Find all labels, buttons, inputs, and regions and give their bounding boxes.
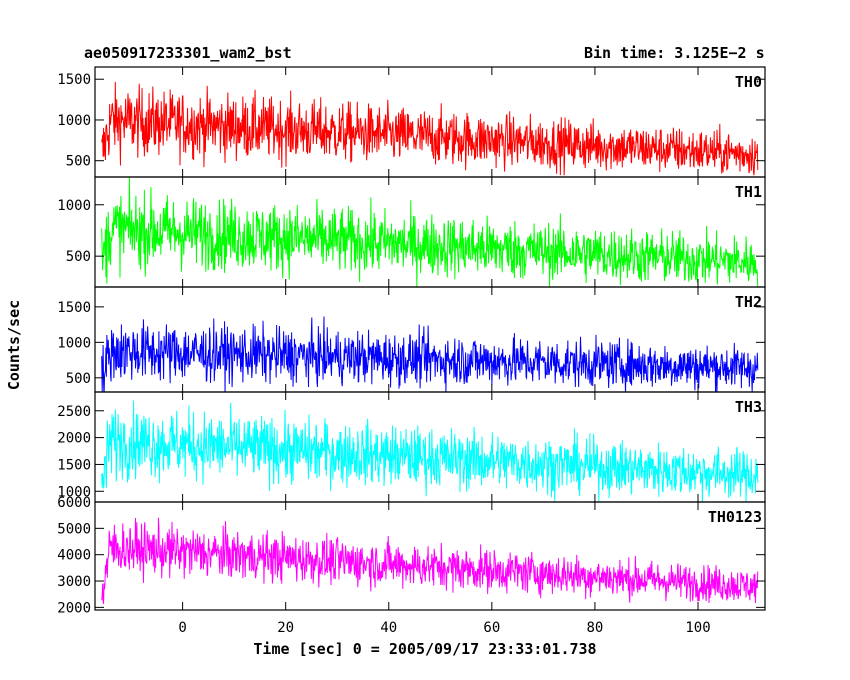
x-axis-label: Time [sec] 0 = 2005/09/17 23:33:01.738 <box>253 640 596 658</box>
panel-label-th0: TH0 <box>735 73 762 91</box>
panel-label-th1: TH1 <box>735 183 762 201</box>
panel-th0: 500 1000 1500 TH0 <box>57 66 766 178</box>
y-tick-label: 5000 <box>57 521 91 537</box>
y-tick-label: 500 <box>66 371 91 387</box>
panel-label-th0123: TH0123 <box>708 508 762 526</box>
y-tick-label: 1000 <box>57 113 91 129</box>
y-tick-label: 1000 <box>57 198 91 214</box>
panel-th3: 1000 1500 2000 2500 TH3 <box>57 391 766 503</box>
y-tick-label: 3000 <box>57 574 91 590</box>
x-tick-label: 60 <box>483 620 500 636</box>
y-tick-label: 500 <box>66 154 91 170</box>
panel-th0123: 2000 3000 4000 5000 6000 TH0123 <box>57 495 766 616</box>
y-tick-label: 1500 <box>57 457 91 473</box>
panel-label-th2: TH2 <box>735 293 762 311</box>
y-tick-label: 2000 <box>57 431 91 447</box>
y-tick-label: 6000 <box>57 495 91 511</box>
y-tick-label: 1500 <box>57 72 91 88</box>
y-tick-label: 1000 <box>57 484 91 500</box>
panel-th1: 500 1000 TH1 <box>57 176 766 288</box>
panel-label-th3: TH3 <box>735 398 762 416</box>
series-th1 <box>101 177 759 287</box>
x-tick-label: 100 <box>685 620 710 636</box>
x-tick-label: 20 <box>277 620 294 636</box>
y-axis-label: Counts/sec <box>5 300 23 390</box>
y-tick-label: 2000 <box>57 600 91 616</box>
bin-time-label: Bin time: 3.125E−2 s <box>584 44 765 62</box>
y-tick-label: 1500 <box>57 300 91 316</box>
plot-title: ae050917233301_wam2_bst <box>84 44 292 62</box>
x-tick-label: 80 <box>586 620 603 636</box>
y-tick-label: 1000 <box>57 335 91 351</box>
x-tick-label: 0 <box>178 620 186 636</box>
panel-frame <box>94 501 766 611</box>
series-th3 <box>101 400 759 502</box>
series-th0 <box>101 81 759 176</box>
y-tick-label: 500 <box>66 249 91 265</box>
series-th0123 <box>101 517 759 604</box>
y-tick-label: 4000 <box>57 548 91 564</box>
x-tick-label: 40 <box>380 620 397 636</box>
series-th2 <box>101 316 759 392</box>
panel-th2: 500 1000 1500 TH2 <box>57 286 766 393</box>
y-tick-label: 2500 <box>57 404 91 420</box>
